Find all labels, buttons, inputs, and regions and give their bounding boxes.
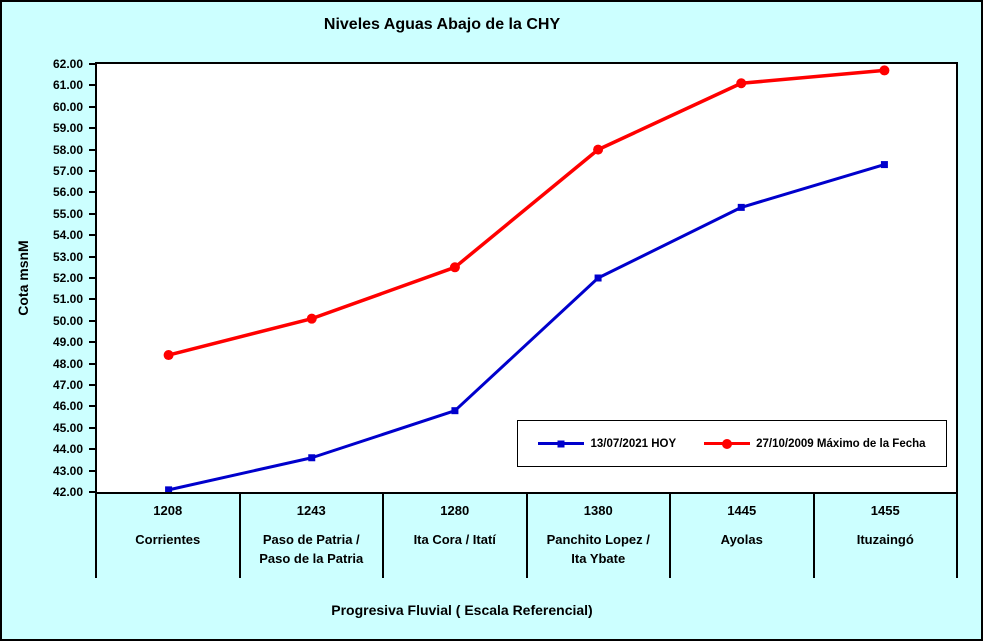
x-category-km: 1380 xyxy=(583,503,613,518)
y-axis-tick xyxy=(89,426,95,429)
y-axis-tick xyxy=(89,63,95,65)
legend-label-hoy: 13/07/2021 HOY xyxy=(590,437,677,450)
legend-line-sample-red xyxy=(704,438,751,449)
legend-label-maximo: 27/10/2009 Máximo de la Fecha xyxy=(756,437,926,450)
y-axis-tick-label: 48.00 xyxy=(52,356,83,371)
y-axis-tick xyxy=(89,384,95,386)
circle-marker-icon xyxy=(306,313,317,324)
y-axis-tick-label: 56.00 xyxy=(52,185,83,200)
y-axis-tick-label: 57.00 xyxy=(52,164,83,178)
series-line-0 xyxy=(167,163,886,492)
y-axis: 62.00 61.00 60.00 59.00 58.00 57.00 56.00 55.00… xyxy=(2,57,95,499)
y-axis-tick xyxy=(89,405,95,408)
y-axis-tick xyxy=(89,319,95,322)
y-axis-tick xyxy=(89,84,95,87)
square-marker-icon xyxy=(557,440,565,447)
x-category: 1280 Ita Cora / Itatí xyxy=(384,494,528,578)
y-axis-tick xyxy=(89,298,95,301)
x-category-km: 1445 xyxy=(727,503,757,518)
y-axis-tick-label: 62.00 xyxy=(52,57,83,71)
y-axis-tick-label: 52.00 xyxy=(52,271,83,285)
y-axis-tick-label: 55.00 xyxy=(52,206,83,221)
x-category: 1380 Panchito Lopez / Ita Ybate xyxy=(528,494,671,578)
legend-entry-maximo: 27/10/2009 Máximo de la Fecha xyxy=(704,437,926,450)
x-category-name: Ayolas xyxy=(720,532,763,547)
y-axis-tick xyxy=(89,277,95,279)
y-axis-tick xyxy=(89,148,95,151)
y-axis-tick xyxy=(89,469,95,472)
x-category-km: 1243 xyxy=(296,503,326,518)
y-axis-tick xyxy=(89,127,95,130)
y-axis-tick-label: 46.00 xyxy=(52,399,83,414)
y-axis-tick-label: 49.00 xyxy=(52,335,83,350)
circle-marker-icon xyxy=(736,78,747,89)
y-axis-tick-label: 53.00 xyxy=(52,249,83,264)
series-line-1 xyxy=(166,68,887,357)
square-marker-icon xyxy=(165,486,173,492)
y-axis-tick-label: 50.00 xyxy=(52,313,83,328)
x-category: 1208 Corrientes xyxy=(97,494,241,578)
square-marker-icon xyxy=(451,407,459,415)
chart-title: Niveles Aguas Abajo de la CHY xyxy=(323,16,561,33)
y-axis-tick-label: 44.00 xyxy=(52,442,83,457)
legend-entry-hoy: 13/07/2021 HOY xyxy=(538,438,676,450)
square-marker-icon xyxy=(594,274,602,282)
square-marker-icon xyxy=(308,454,316,462)
x-category-km: 1455 xyxy=(870,503,900,518)
y-axis-tick-label: 60.00 xyxy=(52,99,83,114)
y-axis-tick xyxy=(89,170,95,172)
x-category-name: Ita Cora / Itatí xyxy=(413,532,496,547)
x-category-km: 1208 xyxy=(153,503,183,518)
legend-line-sample-blue xyxy=(538,440,585,447)
plot-area: 13/07/2021 HOY 27/10/2009 Máximo de la F… xyxy=(95,62,958,494)
circle-marker-icon xyxy=(879,65,890,76)
y-axis-tick xyxy=(89,491,95,493)
x-category-km: 1280 xyxy=(440,503,470,518)
square-marker-icon xyxy=(737,203,745,211)
y-axis-tick xyxy=(89,448,95,451)
circle-marker-icon xyxy=(593,144,604,155)
y-axis-tick xyxy=(89,341,95,344)
x-axis: 1208 Corrientes 1243 Paso de Patria / Paso … xyxy=(95,494,958,578)
y-axis-tick-label: 51.00 xyxy=(52,292,83,307)
y-axis-tick-label: 45.00 xyxy=(52,420,83,435)
circle-marker-icon xyxy=(163,350,174,361)
y-axis-tick xyxy=(89,105,95,108)
x-category: 1243 Paso de Patria / Paso de la Patria xyxy=(241,494,384,578)
circle-marker-icon xyxy=(449,262,460,273)
y-axis-tick-label: 42.00 xyxy=(52,485,83,499)
y-axis-tick-label: 54.00 xyxy=(52,228,83,243)
y-axis-tick-label: 61.00 xyxy=(52,78,83,93)
y-axis-tick xyxy=(89,191,95,194)
x-axis-title: Progresiva Fluvial ( Escala Referencial) xyxy=(331,602,593,618)
square-marker-icon xyxy=(880,161,888,169)
circle-marker-icon xyxy=(722,438,733,449)
x-category-name: Paso de Patria / Paso de la Patria xyxy=(259,532,364,566)
plot-svg xyxy=(163,65,890,492)
y-axis-tick-label: 59.00 xyxy=(52,121,83,136)
x-category-name: Corrientes xyxy=(135,532,201,547)
x-category: 1445 Ayolas xyxy=(671,494,815,578)
y-axis-tick-label: 58.00 xyxy=(52,142,83,157)
y-axis-tick xyxy=(89,255,95,258)
x-category-name: Panchito Lopez / Ita Ybate xyxy=(546,532,650,566)
y-axis-tick xyxy=(89,362,95,365)
y-axis-tick xyxy=(89,234,95,237)
x-category: 1455 Ituzaingó xyxy=(815,494,958,578)
legend: 13/07/2021 HOY 27/10/2009 Máximo de la F… xyxy=(517,420,947,467)
y-axis-tick-label: 43.00 xyxy=(52,463,83,478)
y-axis-tick-label: 47.00 xyxy=(52,378,83,392)
y-axis-tick xyxy=(89,212,95,215)
x-category-name: Ituzaingó xyxy=(856,532,914,547)
